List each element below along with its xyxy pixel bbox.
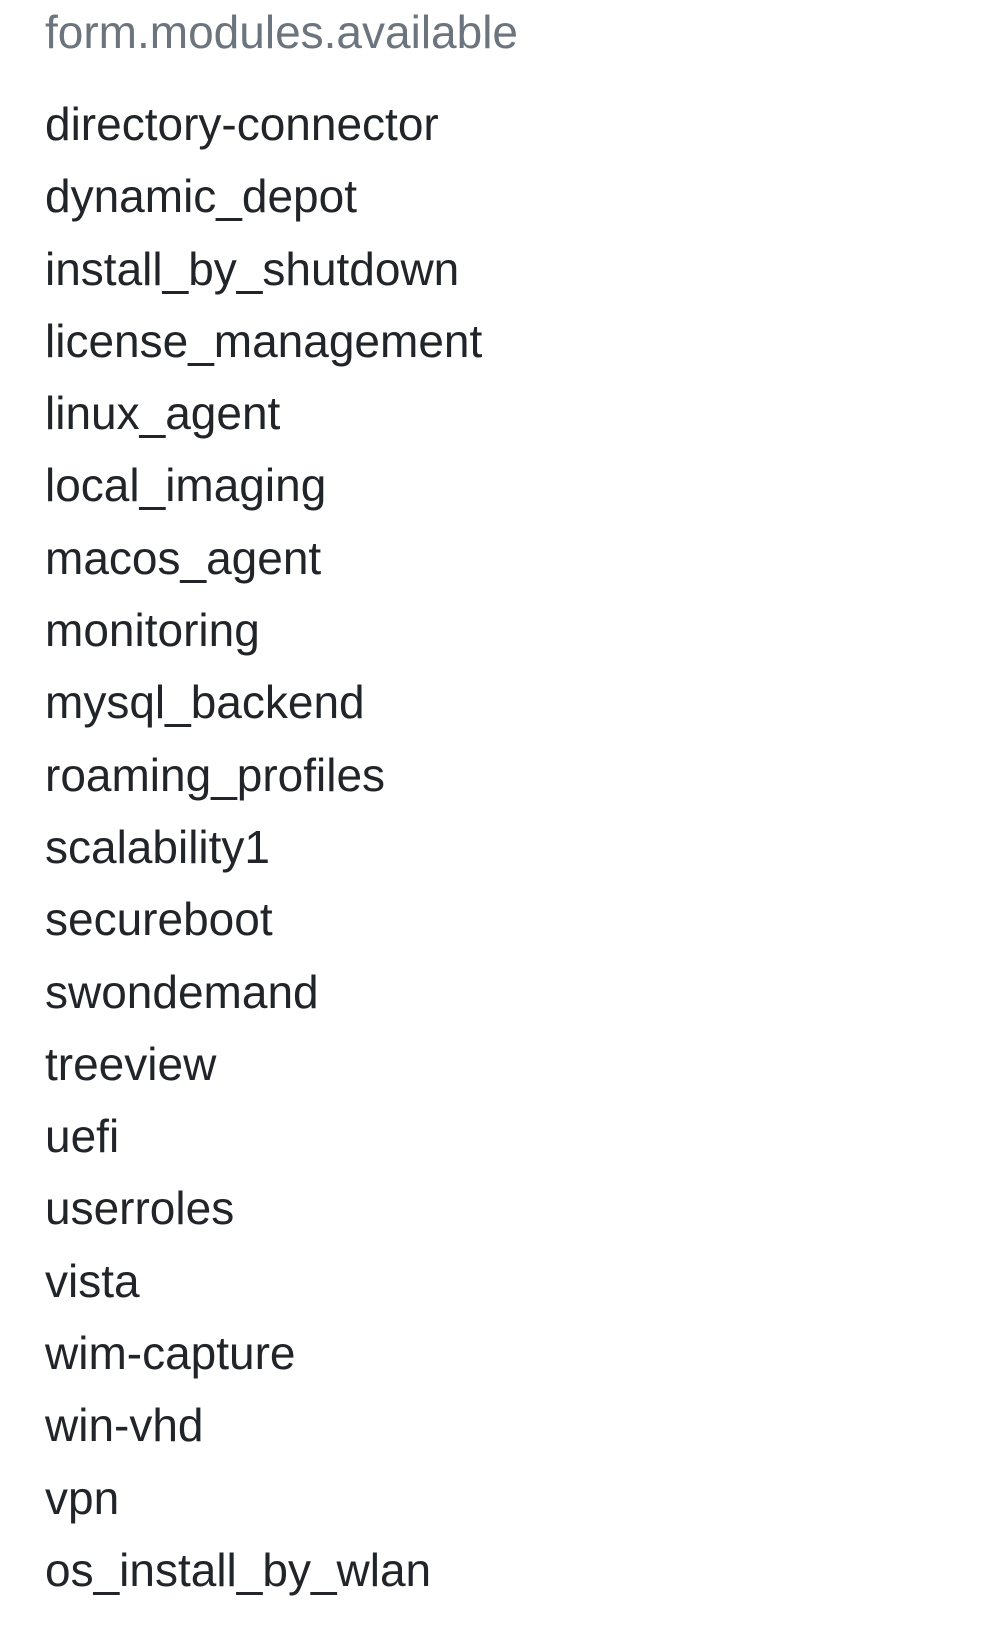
module-item: scalability1 xyxy=(45,820,270,873)
module-item: license_management xyxy=(45,314,483,367)
module-item: os_install_by_wlan xyxy=(45,1543,432,1596)
module-item: local_imaging xyxy=(45,459,327,512)
module-item: vpn xyxy=(45,1471,120,1524)
module-item: userroles xyxy=(45,1182,235,1235)
modules-available-label: form.modules.available xyxy=(45,6,519,58)
module-item: uefi xyxy=(45,1110,120,1163)
module-item: wim-capture xyxy=(45,1327,296,1380)
module-item: directory-connector xyxy=(45,98,439,150)
module-item: swondemand xyxy=(45,965,319,1018)
module-item: monitoring xyxy=(45,604,260,657)
module-item: linux_agent xyxy=(45,387,281,440)
module-item: macos_agent xyxy=(45,531,322,584)
module-item: vista xyxy=(45,1254,140,1307)
module-item: dynamic_depot xyxy=(45,170,357,223)
module-item: secureboot xyxy=(45,893,273,946)
module-item: mysql_backend xyxy=(45,676,365,729)
module-item: win-vhd xyxy=(45,1399,204,1452)
available-modules-list: directory-connector dynamic_depot instal… xyxy=(45,96,482,1614)
module-item: roaming_profiles xyxy=(45,748,386,801)
module-item: install_by_shutdown xyxy=(45,242,460,295)
module-item: treeview xyxy=(45,1037,217,1090)
